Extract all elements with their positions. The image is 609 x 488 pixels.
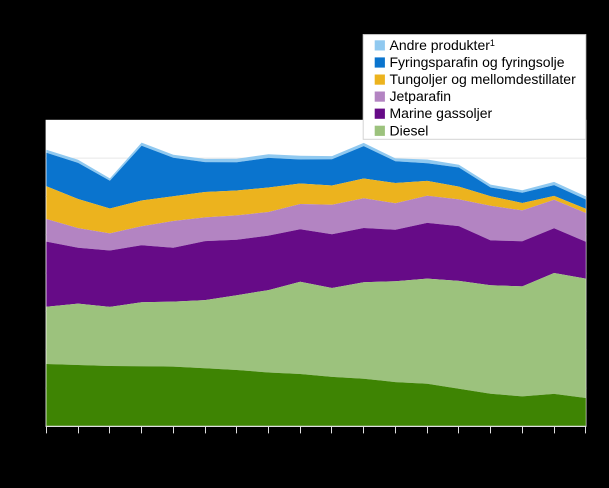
svg-text:Diesel: Diesel [390,122,429,138]
svg-text:Fyringsparafin og fyringsolje: Fyringsparafin og fyringsolje [390,54,565,70]
svg-text:Jetparafin: Jetparafin [390,88,451,104]
svg-text:Tungoljer og mellomdestillater: Tungoljer og mellomdestillater [390,71,577,87]
svg-text:Marine gassoljer: Marine gassoljer [390,105,493,121]
svg-text:Andre produkter1: Andre produkter1 [390,37,495,53]
